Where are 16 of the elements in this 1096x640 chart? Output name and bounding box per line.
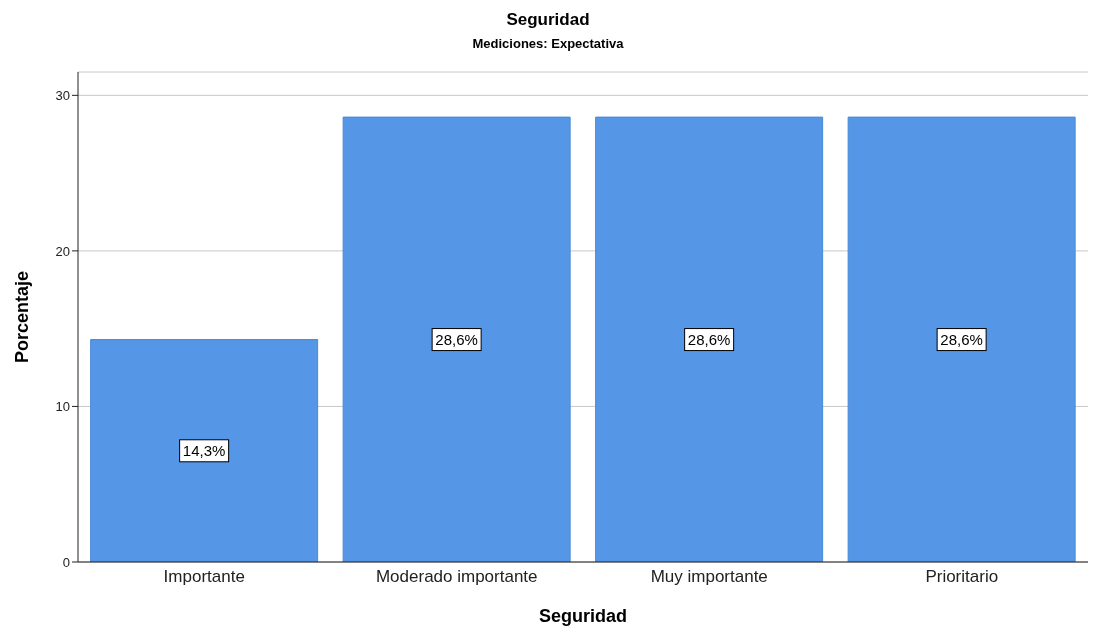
data-label: 28,6% bbox=[940, 330, 983, 348]
x-tick-label: Moderado importante bbox=[375, 567, 538, 587]
chart-subtitle: Mediciones: Expectativa bbox=[471, 36, 625, 53]
data-label: 28,6% bbox=[687, 330, 731, 348]
y-tick-label: 0 bbox=[62, 554, 70, 570]
x-tick-label: Importante bbox=[163, 567, 245, 587]
x-tick-label: Prioritario bbox=[925, 567, 999, 587]
y-tick-label: 30 bbox=[55, 87, 70, 103]
y-tick-label: 20 bbox=[55, 243, 70, 259]
y-axis-title: Porcentaje bbox=[12, 270, 33, 364]
data-label: 28,6% bbox=[435, 330, 478, 348]
chart-title: Seguridad bbox=[505, 9, 591, 31]
data-label: 14,3% bbox=[182, 441, 226, 459]
x-axis-title: Seguridad bbox=[538, 606, 628, 626]
x-tick-label: Muy importante bbox=[650, 567, 768, 587]
y-tick-label: 10 bbox=[55, 399, 70, 415]
